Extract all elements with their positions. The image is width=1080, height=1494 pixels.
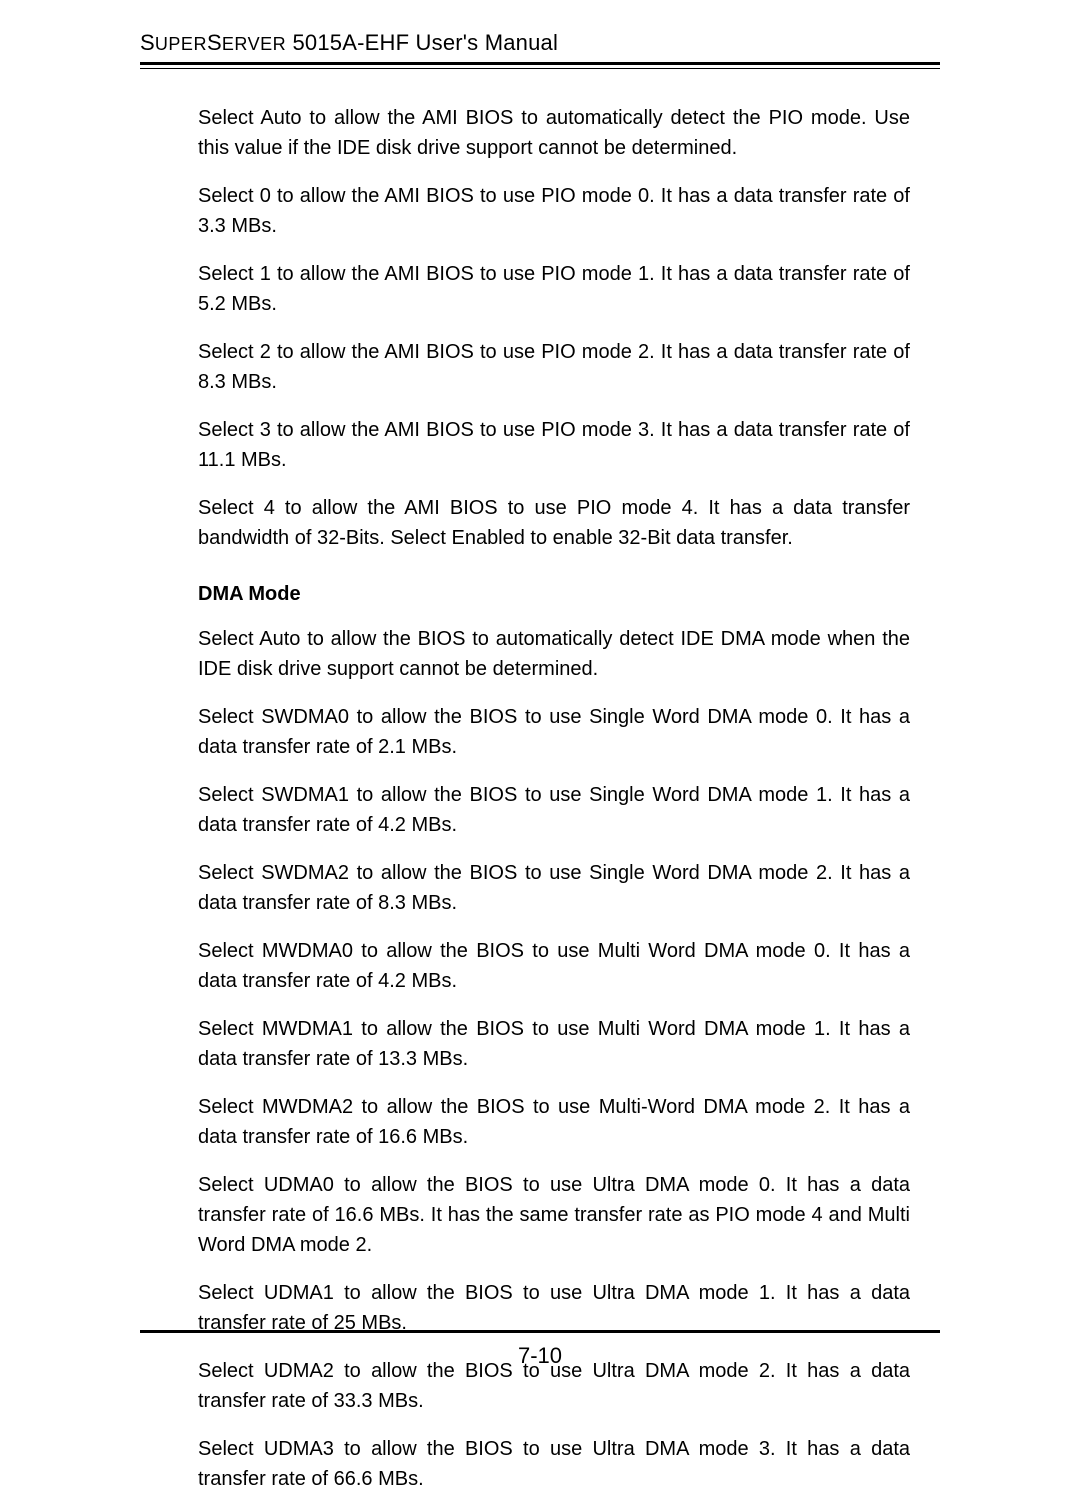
paragraph: Select Auto to allow the AMI BIOS to aut… [198, 103, 910, 163]
paragraph: Select MWDMA1 to allow the BIOS to use M… [198, 1014, 910, 1074]
page: SUPERSERVER 5015A-EHF User's Manual Sele… [0, 0, 1080, 1397]
paragraph: Select 1 to allow the AMI BIOS to use PI… [198, 259, 910, 319]
paragraph: Select 4 to allow the AMI BIOS to use PI… [198, 493, 910, 553]
paragraph: Select 3 to allow the AMI BIOS to use PI… [198, 415, 910, 475]
paragraph: Select Auto to allow the BIOS to automat… [198, 624, 910, 684]
paragraph: Select MWDMA0 to allow the BIOS to use M… [198, 936, 910, 996]
paragraph: Select SWDMA0 to allow the BIOS to use S… [198, 702, 910, 762]
header-rule-thin [140, 68, 940, 69]
content-body: Select Auto to allow the AMI BIOS to aut… [198, 103, 910, 1494]
paragraph: Select UDMA1 to allow the BIOS to use Ul… [198, 1278, 910, 1338]
paragraph: Select UDMA3 to allow the BIOS to use Ul… [198, 1434, 910, 1494]
paragraph: Select SWDMA1 to allow the BIOS to use S… [198, 780, 910, 840]
footer-rule [140, 1330, 940, 1333]
paragraph: Select 0 to allow the AMI BIOS to use PI… [198, 181, 910, 241]
paragraph: Select MWDMA2 to allow the BIOS to use M… [198, 1092, 910, 1152]
paragraph: Select UDMA0 to allow the BIOS to use Ul… [198, 1170, 910, 1260]
header-rule-thick [140, 62, 940, 65]
paragraph: Select 2 to allow the AMI BIOS to use PI… [198, 337, 910, 397]
section-heading-dma-mode: DMA Mode [198, 583, 910, 606]
paragraph: Select SWDMA2 to allow the BIOS to use S… [198, 858, 910, 918]
page-number: 7-10 [0, 1343, 1080, 1369]
page-header: SUPERSERVER 5015A-EHF User's Manual [140, 30, 940, 62]
